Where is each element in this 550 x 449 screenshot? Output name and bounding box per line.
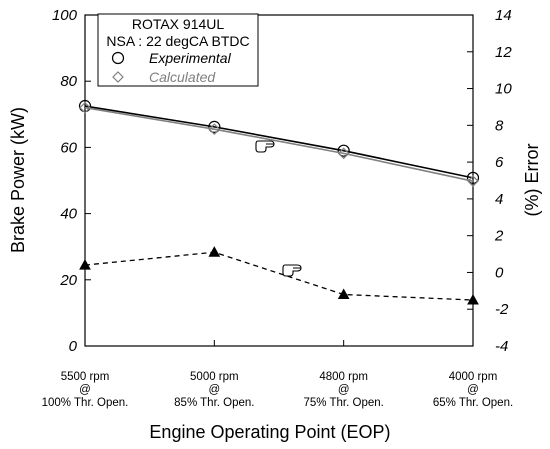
left-tick-label: 20 [59,272,77,289]
right-tick-label: 4 [495,191,503,208]
legend-marker-experimental [111,51,125,65]
legend-box [97,13,259,87]
y-axis-right-label: (%) Error [522,144,542,217]
calculated-point [337,147,350,160]
legend-marker-calculated [112,71,124,83]
experimental-point [208,120,221,133]
error-point [208,246,221,257]
x-tick-label: 4000 rpm [449,371,498,383]
x-axis-ticks: 5500 rpm@100% Thr. Open.5000 rpm@85% Thr… [42,340,513,409]
x-tick-label: 5500 rpm [61,371,110,383]
experimental-point [337,144,350,157]
left-tick-label: 60 [60,139,77,156]
x-tick-label: @ [79,384,91,396]
legend: ROTAX 914UL NSA : 22 degCA BTDC Experime… [97,13,259,87]
series-line-2 [84,251,474,301]
calculated-point [79,101,91,114]
x-tick-label: @ [467,384,479,396]
left-tick-label: 40 [60,206,77,223]
left-tick-label: 80 [60,73,77,90]
experimental-point [78,99,92,113]
x-tick-label: 65% Thr. Open. [433,397,513,409]
right-tick-label: 10 [495,81,512,98]
x-tick-label: @ [208,384,220,396]
right-tick-label: 6 [495,154,504,171]
error-point [79,259,91,270]
x-tick-label: 5000 rpm [190,371,239,383]
x-tick-label: 75% Thr. Open. [303,397,383,409]
right-tick-label: 12 [495,44,512,61]
y-axis-left-label: Brake Power (kW) [8,107,28,253]
x-tick-label: 100% Thr. Open. [42,397,129,409]
series-line-1 [84,106,474,182]
calculated-point [467,175,479,188]
left-tick-label: 100 [52,7,78,24]
legend-label-experimental: Experimental [149,50,232,66]
left-axis-ticks: 0 20 40 60 80 100 [52,7,91,355]
legend-title-line-2: NSA : 22 degCA BTDC [106,33,249,49]
right-tick-label: 0 [495,264,504,281]
pointing-hand-icon-power [255,140,275,153]
right-tick-label: 14 [495,7,512,24]
legend-title-line-1: ROTAX 914UL [132,16,225,32]
right-tick-label: 8 [495,117,504,134]
series-line-0 [84,105,474,179]
x-tick-label: 85% Thr. Open. [174,397,254,409]
right-tick-label: -4 [495,338,508,355]
x-axis-label: Engine Operating Point (EOP) [149,422,390,442]
legend-label-calculated: Calculated [149,69,216,85]
left-tick-label: 0 [69,338,78,355]
error-point [467,293,479,305]
error-point [337,288,350,300]
right-tick-label: -2 [495,301,509,318]
x-tick-label: 4800 rpm [319,371,368,383]
calculated-point [208,123,221,136]
right-axis-ticks: -4 -2 0 2 4 6 8 10 12 14 [467,7,512,355]
series-layer [78,99,480,305]
x-tick-label: @ [338,384,350,396]
right-tick-label: 2 [494,228,504,245]
experimental-point [466,171,480,184]
pointing-hand-icon-error [282,264,302,277]
